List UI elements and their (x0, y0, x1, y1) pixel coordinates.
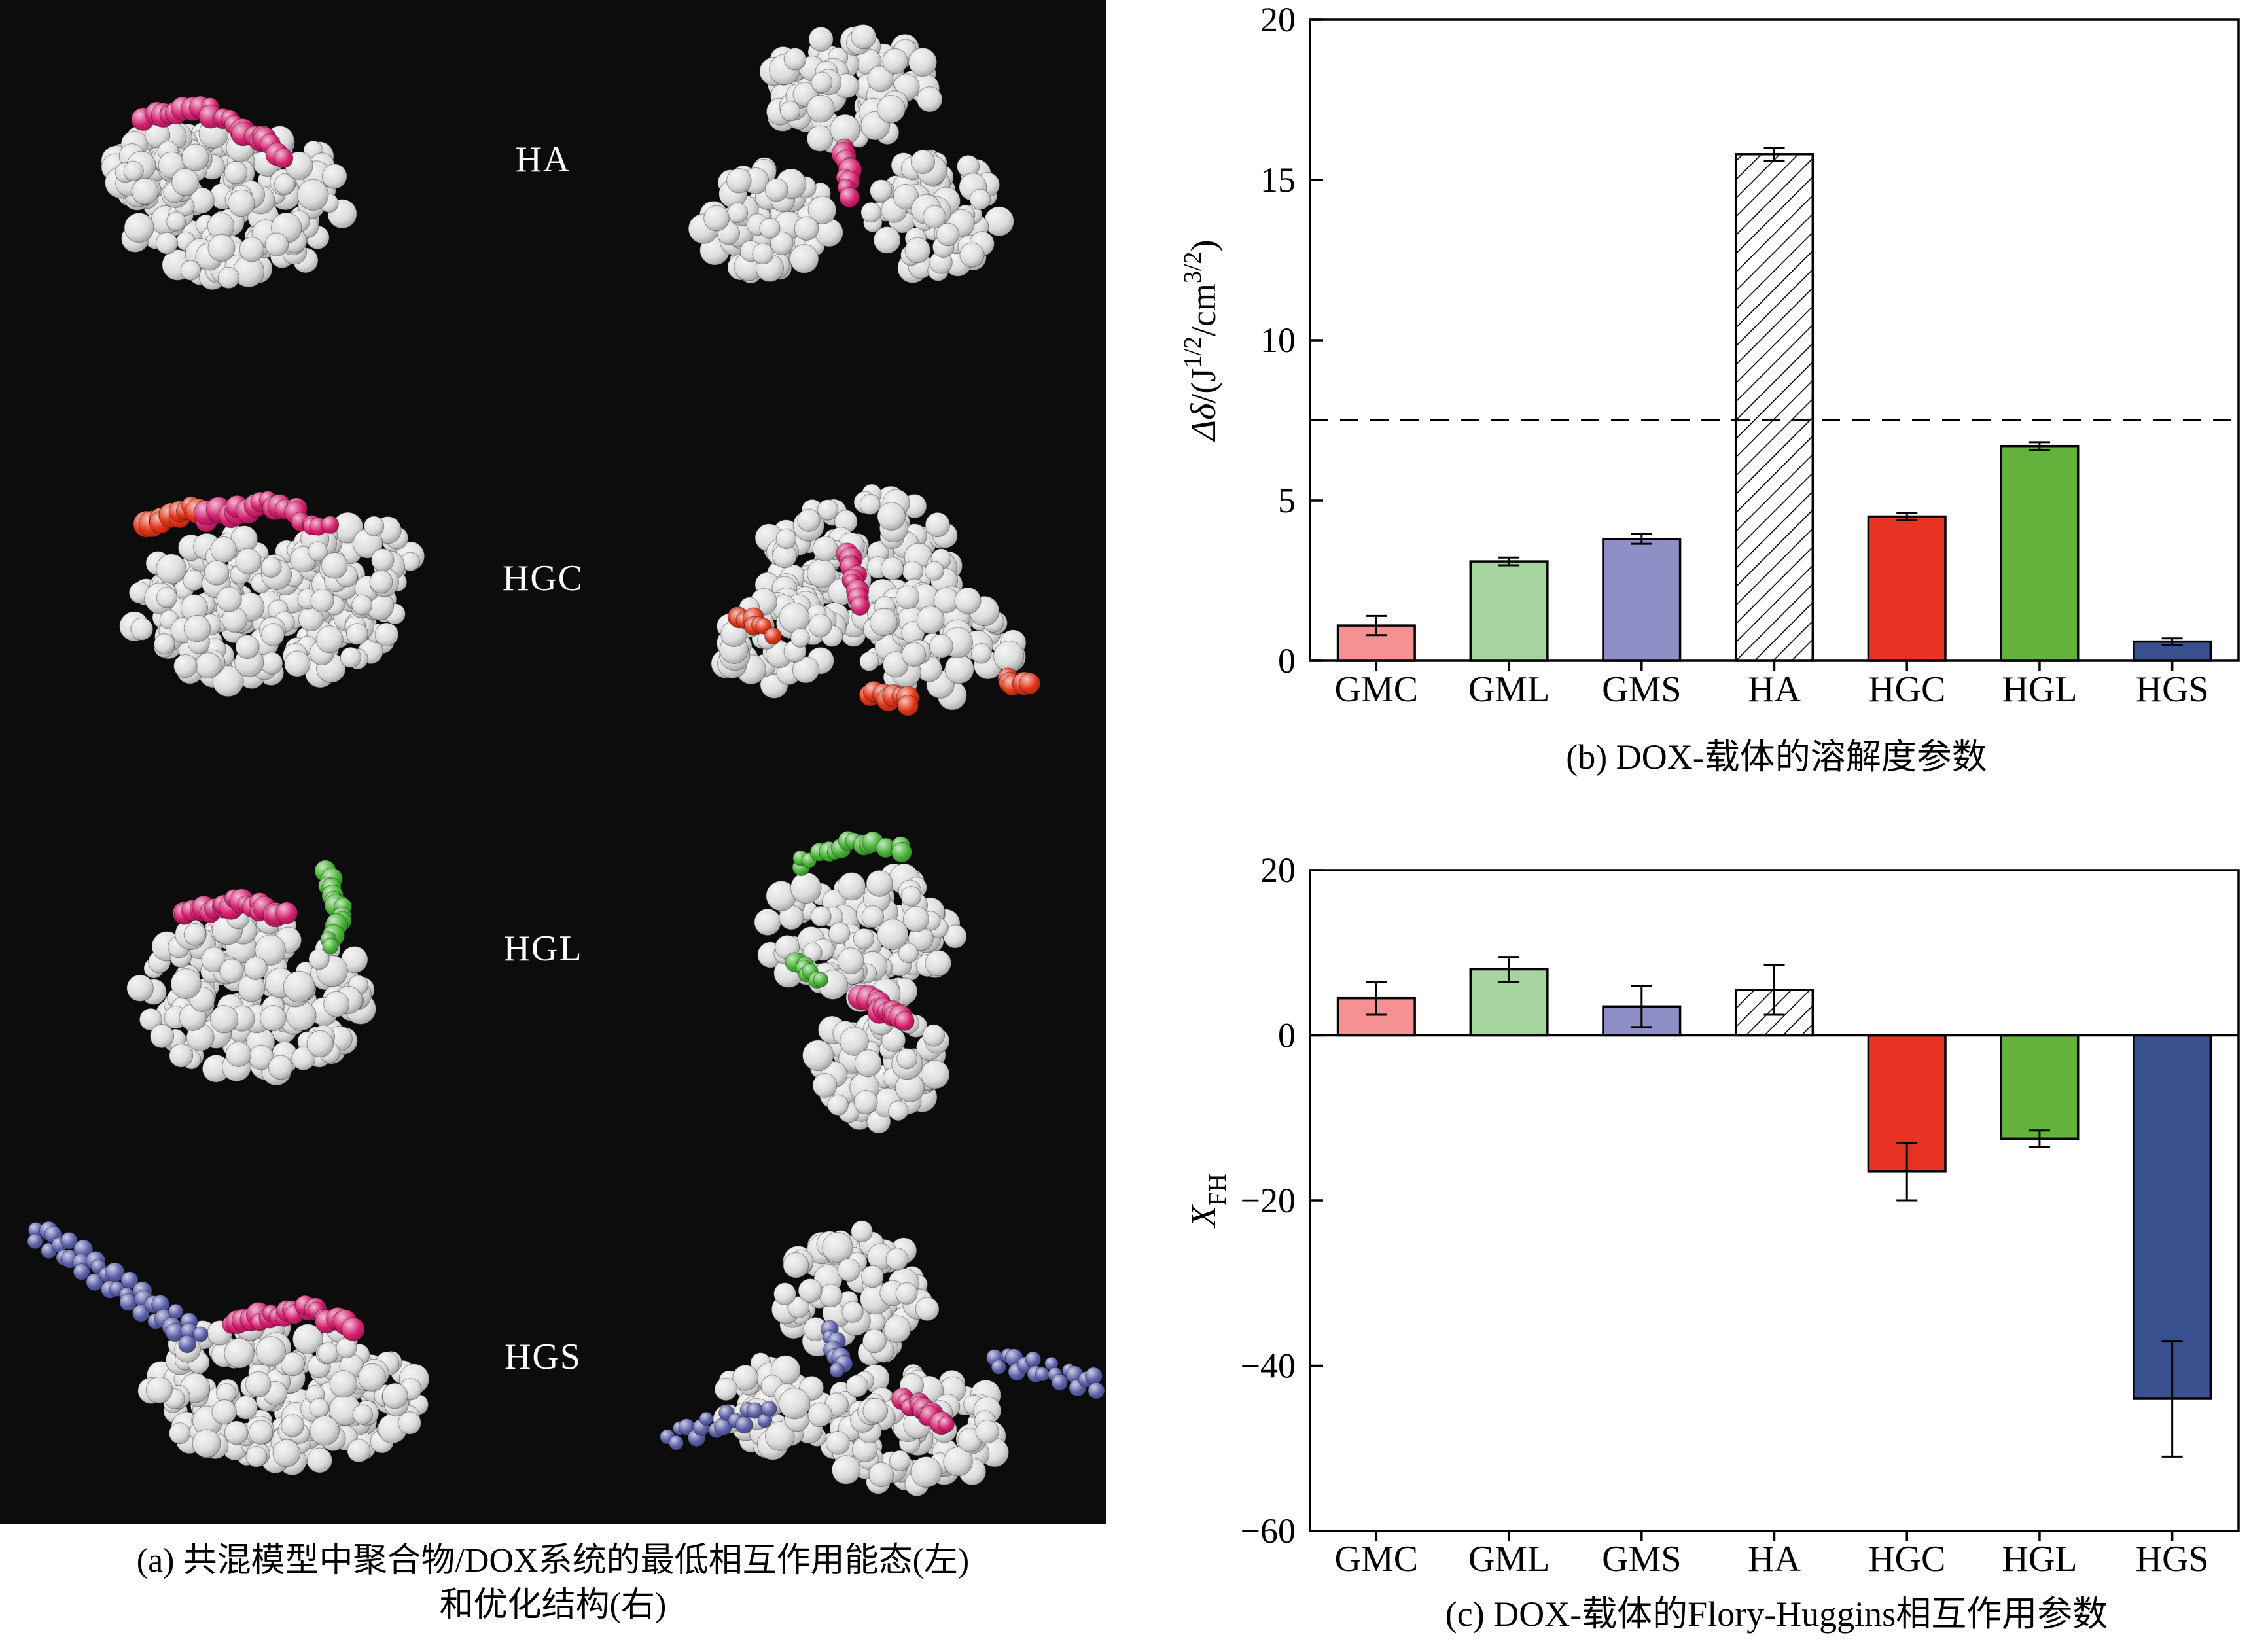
svg-text:XFH: XFH (1184, 1174, 1231, 1229)
svg-text:15: 15 (1260, 160, 1296, 200)
svg-text:−20: −20 (1241, 1181, 1296, 1220)
svg-text:GML: GML (1468, 1539, 1550, 1579)
solubility-bar-chart: 0 5 10 15 20 GMC GML GMS HA HGC HGL HGS Δδ/(J1/2/cm3… (1179, 0, 2240, 710)
svg-text:HA: HA (1748, 1539, 1801, 1579)
flory-huggins-bar-chart: −60 −40 −20 0 20 GMC GML GMS HA HGC HGL HGS XFH (1184, 851, 2240, 1579)
svg-text:HA: HA (1748, 669, 1801, 710)
svg-text:GMS: GMS (1602, 1539, 1681, 1579)
svg-text:5: 5 (1278, 481, 1296, 520)
molecule-row-label-ha: HA (515, 139, 571, 180)
svg-text:0: 0 (1278, 641, 1296, 680)
svg-text:−40: −40 (1241, 1346, 1296, 1386)
svg-text:HGC: HGC (1868, 1539, 1945, 1579)
panel-b-caption: (b) DOX-载体的溶解度参数 (1566, 737, 1987, 777)
svg-text:20: 20 (1260, 0, 1296, 39)
svg-text:−60: −60 (1241, 1511, 1296, 1551)
molecule-render (27, 24, 1105, 1497)
molecule-row-label-hgs: HGS (504, 1337, 582, 1377)
svg-text:HGS: HGS (2136, 669, 2209, 710)
svg-text:0: 0 (1278, 1016, 1296, 1055)
svg-text:GMC: GMC (1335, 669, 1419, 710)
panel-a-caption-line1: (a) 共混模型中聚合物/DOX系统的最低相互作用能态(左) (136, 1542, 970, 1579)
svg-text:HGS: HGS (2136, 1539, 2209, 1579)
svg-text:GML: GML (1468, 669, 1550, 710)
molecule-row-label-hgc: HGC (502, 558, 584, 599)
svg-text:10: 10 (1260, 321, 1296, 360)
molecule-row-label-hgl: HGL (503, 928, 583, 969)
panel-a-caption-line2: 和优化结构(右) (439, 1586, 667, 1624)
svg-text:HGC: HGC (1868, 669, 1945, 710)
svg-text:GMS: GMS (1602, 669, 1681, 710)
svg-text:Δδ/(J1/2/cm3/2): Δδ/(J1/2/cm3/2) (1179, 240, 1223, 442)
svg-text:HGL: HGL (2002, 1539, 2077, 1579)
panel-c-caption: (c) DOX-载体的Flory-Huggins相互作用参数 (1445, 1594, 2108, 1634)
panel-a-caption: (a) 共混模型中聚合物/DOX系统的最低相互作用能态(左) 和优化结构(右) (0, 1539, 1106, 1627)
svg-text:HGL: HGL (2002, 669, 2077, 710)
svg-text:GMC: GMC (1335, 1539, 1419, 1579)
molecular-panel: HA HGC HGL HGS (0, 0, 1106, 1524)
svg-text:20: 20 (1260, 851, 1296, 890)
